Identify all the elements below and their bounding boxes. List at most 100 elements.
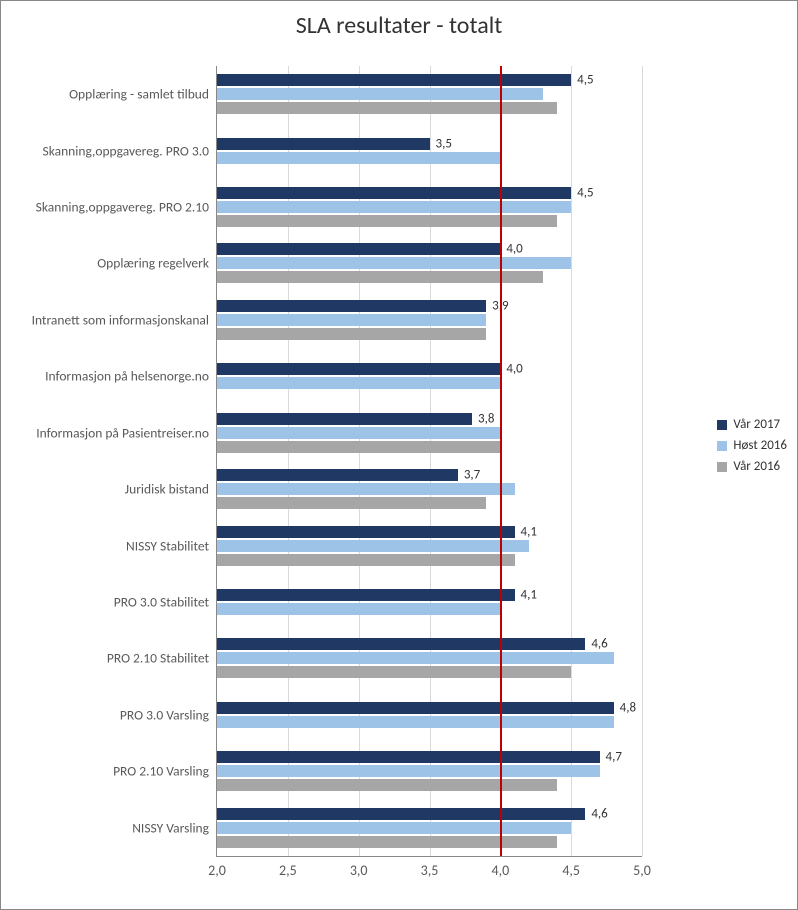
category-label: PRO 3.0 Stabilitet	[4, 594, 217, 611]
bar-var2017	[217, 363, 500, 375]
category-label: Informasjon på Pasientreiser.no	[4, 424, 217, 441]
plot-area: 2,02,53,03,54,04,55,0Opplæring - samlet …	[216, 66, 642, 857]
category-label: Intranett som informasjonskanal	[4, 311, 217, 328]
legend-swatch	[717, 420, 727, 430]
bar-var2017	[217, 413, 472, 425]
bar-var2016	[217, 328, 486, 340]
bar-value-label: 4,6	[591, 637, 607, 652]
bar-value-label: 4,8	[620, 700, 636, 715]
bar-value-label: 4,0	[506, 242, 522, 257]
bar-var2017	[217, 187, 571, 199]
bar-var2016	[217, 215, 557, 227]
bar-var2017	[217, 702, 614, 714]
category-label: Skanning,oppgavereg. PRO 3.0	[4, 142, 217, 159]
category-label: Skanning,oppgavereg. PRO 2.10	[4, 199, 217, 216]
bar-value-label: 3,8	[478, 411, 494, 426]
bar-var2016	[217, 497, 486, 509]
category-group: Skanning,oppgavereg. PRO 2.104,5	[217, 179, 642, 235]
bar-var2016	[217, 441, 500, 453]
reference-line	[500, 66, 502, 856]
legend-label: Høst 2016	[733, 438, 787, 453]
bar-host2016	[217, 377, 500, 389]
category-label: Opplæring - samlet tilbud	[4, 86, 217, 103]
bar-value-label: 4,5	[577, 186, 593, 201]
bar-value-label: 4,1	[521, 588, 537, 603]
category-group: Opplæring - samlet tilbud4,5	[217, 66, 642, 122]
gridline	[642, 66, 643, 856]
x-tick-label: 5,0	[633, 862, 651, 879]
bar-var2017	[217, 300, 486, 312]
category-label: PRO 3.0 Varsling	[4, 706, 217, 723]
bar-host2016	[217, 257, 571, 269]
x-tick-label: 4,0	[491, 862, 509, 879]
bar-var2017	[217, 74, 571, 86]
category-label: NISSY Varsling	[4, 819, 217, 836]
category-group: NISSY Varsling4,6	[217, 800, 642, 856]
bar-var2017	[217, 243, 500, 255]
x-tick-label: 2,0	[208, 862, 226, 879]
legend-item: Høst 2016	[717, 438, 787, 453]
category-group: Intranett som informasjonskanal3,9	[217, 292, 642, 348]
bar-host2016	[217, 716, 614, 728]
category-label: Juridisk bistand	[4, 481, 217, 498]
bar-value-label: 4,5	[577, 73, 593, 88]
bar-var2017	[217, 469, 458, 481]
bar-value-label: 3,7	[464, 468, 480, 483]
category-group: PRO 2.10 Varsling4,7	[217, 743, 642, 799]
bar-host2016	[217, 822, 571, 834]
bar-var2016	[217, 271, 543, 283]
bar-var2016	[217, 836, 557, 848]
bar-host2016	[217, 540, 529, 552]
bar-value-label: 3,5	[436, 136, 452, 151]
category-label: PRO 2.10 Stabilitet	[4, 650, 217, 667]
legend-swatch	[717, 441, 727, 451]
category-group: PRO 3.0 Varsling4,8	[217, 687, 642, 743]
bar-host2016	[217, 603, 500, 615]
category-group: Juridisk bistand3,7	[217, 461, 642, 517]
chart-title: SLA resultater - totalt	[1, 11, 797, 40]
bar-value-label: 4,6	[591, 806, 607, 821]
legend-swatch	[717, 462, 727, 472]
x-tick-label: 3,0	[350, 862, 368, 879]
bar-var2016	[217, 779, 557, 791]
category-group: Informasjon på helsenorge.no4,0	[217, 348, 642, 404]
bar-host2016	[217, 765, 600, 777]
bar-var2017	[217, 808, 585, 820]
bar-var2016	[217, 554, 515, 566]
bar-var2016	[217, 666, 571, 678]
legend-label: Vår 2016	[733, 459, 780, 474]
category-group: PRO 3.0 Stabilitet4,1	[217, 574, 642, 630]
x-tick-label: 2,5	[279, 862, 297, 879]
category-label: Opplæring regelverk	[4, 255, 217, 272]
legend-item: Vår 2016	[717, 459, 787, 474]
bar-host2016	[217, 314, 486, 326]
category-group: PRO 2.10 Stabilitet4,6	[217, 630, 642, 686]
category-label: PRO 2.10 Varsling	[4, 763, 217, 780]
bar-host2016	[217, 483, 515, 495]
x-tick-label: 4,5	[562, 862, 580, 879]
x-tick-label: 3,5	[421, 862, 439, 879]
bar-host2016	[217, 201, 571, 213]
bar-var2017	[217, 138, 430, 150]
bar-value-label: 4,0	[506, 362, 522, 377]
bar-value-label: 4,1	[521, 524, 537, 539]
bar-host2016	[217, 652, 614, 664]
bar-host2016	[217, 152, 500, 164]
bar-host2016	[217, 427, 500, 439]
bar-var2017	[217, 589, 515, 601]
bar-var2017	[217, 751, 600, 763]
category-group: Opplæring regelverk4,0	[217, 235, 642, 291]
category-group: NISSY Stabilitet4,1	[217, 517, 642, 573]
bar-var2017	[217, 638, 585, 650]
legend-item: Vår 2017	[717, 417, 787, 432]
bar-var2017	[217, 526, 515, 538]
chart-container: SLA resultater - totalt 2,0 2,5 3,0 3,5 4,0 4…	[0, 0, 798, 910]
bar-var2016	[217, 102, 557, 114]
category-group: Informasjon på Pasientreiser.no3,8	[217, 405, 642, 461]
category-label: Informasjon på helsenorge.no	[4, 368, 217, 385]
legend: Vår 2017 Høst 2016 Vår 2016	[717, 411, 787, 480]
bar-host2016	[217, 88, 543, 100]
category-label: NISSY Stabilitet	[4, 537, 217, 554]
bar-value-label: 4,7	[606, 750, 622, 765]
legend-label: Vår 2017	[733, 417, 780, 432]
